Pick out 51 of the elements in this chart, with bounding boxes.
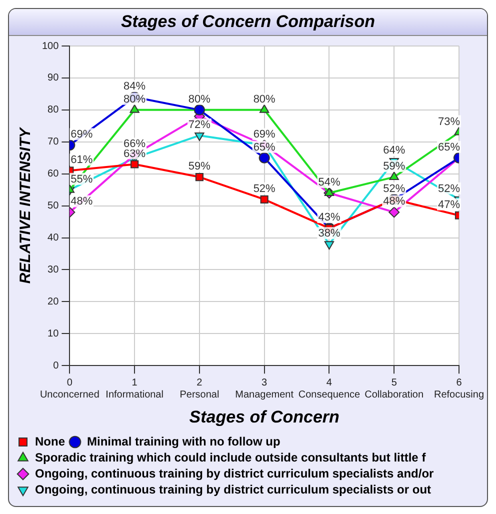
legend-label: Ongoing, continuous training by district curriculum specialists and/or xyxy=(35,466,434,480)
data-label: 47% xyxy=(438,198,460,211)
y-tick-label: 60 xyxy=(48,168,60,180)
legend-label: Minimal training with no follow up xyxy=(87,434,280,448)
x-tick-label: 5 Collaboration xyxy=(364,377,424,400)
data-label: 80% xyxy=(124,93,146,106)
data-label: 59% xyxy=(383,160,406,173)
data-label: 84% xyxy=(124,80,146,93)
data-label: 54% xyxy=(318,176,340,189)
data-label: 52% xyxy=(383,182,406,195)
y-tick-label: 90 xyxy=(48,72,60,84)
data-label: 72% xyxy=(188,119,211,132)
y-tick-label: 0 xyxy=(53,360,60,372)
y-axis-title: RELATIVE INTENSITY xyxy=(17,126,34,284)
legend-label: Sporadic training which could include outside consultants but little f xyxy=(35,450,427,464)
data-label: 66% xyxy=(124,138,146,150)
x-tick-label: 3 Management xyxy=(235,377,294,400)
data-label: 52% xyxy=(438,182,460,195)
data-label: 73% xyxy=(438,116,460,128)
data-label: 61% xyxy=(70,154,93,166)
x-tick-label: 2 Personal xyxy=(180,377,220,400)
legend-label: None xyxy=(35,434,66,448)
y-tick-label: 70 xyxy=(48,136,60,148)
x-axis-title: Stages of Concern xyxy=(189,407,340,426)
data-label: 59% xyxy=(188,160,211,173)
data-label: 80% xyxy=(188,93,211,106)
y-tick-label: 20 xyxy=(48,296,60,308)
x-tick-label: 0 Unconcerned xyxy=(40,377,100,400)
y-tick-label: 80 xyxy=(48,104,60,116)
data-label: 64% xyxy=(383,144,406,157)
data-label: 55% xyxy=(70,173,93,186)
data-label: 80% xyxy=(253,93,276,106)
x-tick-label: 4 Consequence xyxy=(298,377,361,400)
data-label: 69% xyxy=(70,128,93,141)
y-tick-label: 40 xyxy=(48,232,60,244)
data-label: 63% xyxy=(124,148,146,160)
data-label: 52% xyxy=(253,182,276,195)
legend-label: Ongoing, continuous training by district curriculum specialists or out xyxy=(35,482,432,496)
data-label: 65% xyxy=(438,141,460,154)
x-tick-label: 6 Refocusing xyxy=(434,377,484,400)
y-tick-label: 30 xyxy=(48,264,60,276)
y-tick-label: 10 xyxy=(48,328,60,340)
data-label: 43% xyxy=(318,212,340,224)
x-tick-label: 1 Informational xyxy=(106,377,164,400)
y-tick-label: 50 xyxy=(48,200,60,212)
data-label: 48% xyxy=(383,196,406,208)
data-label: 48% xyxy=(70,196,93,208)
data-label: 69% xyxy=(253,128,276,141)
chart-title: Stages of Concern Comparison xyxy=(9,9,487,36)
y-tick-label: 100 xyxy=(42,40,60,52)
data-label: 38% xyxy=(318,228,340,240)
